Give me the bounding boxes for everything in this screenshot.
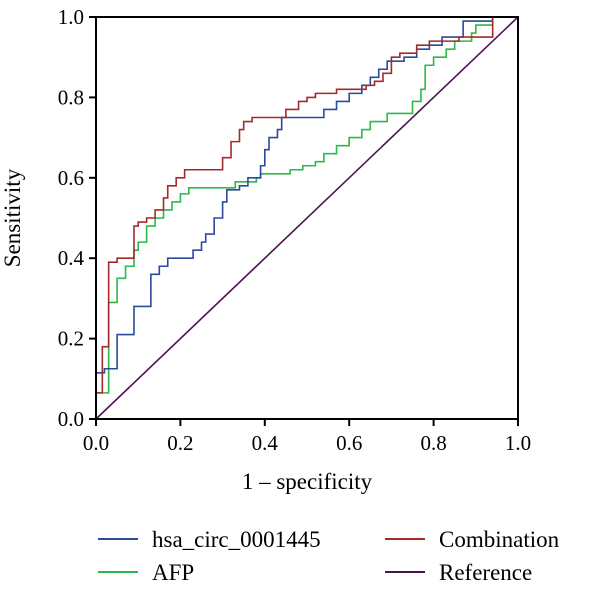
- legend: hsa_circ_0001445 AFP Combination Referen…: [98, 527, 560, 585]
- plot-frame: [95, 16, 519, 420]
- x-tick-label: 0.6: [336, 431, 362, 455]
- legend-label-afp: AFP: [152, 560, 194, 585]
- series-line-reference: [95, 16, 519, 420]
- x-tick-label: 0.2: [167, 431, 193, 455]
- x-axis-ticks: 0.0 0.2 0.4 0.6 0.8 1.0: [83, 419, 531, 455]
- legend-label-combination: Combination: [439, 527, 560, 552]
- series-line-combination: [95, 16, 518, 419]
- x-tick-label: 0.4: [252, 431, 279, 455]
- legend-label-hsa-circ-0001445: hsa_circ_0001445: [152, 527, 321, 552]
- x-tick-label: 0.0: [83, 431, 109, 455]
- y-axis-label: Sensitivity: [0, 168, 25, 267]
- y-tick-label: 0.8: [58, 85, 84, 109]
- series-layer: [95, 16, 519, 420]
- y-tick-label: 0.0: [58, 407, 84, 431]
- x-axis-label: 1 – specificity: [242, 469, 373, 494]
- y-axis-ticks: 0.0 0.2 0.4 0.6 0.8 1.0: [58, 5, 96, 431]
- series-line-hsa-circ-0001445: [95, 16, 518, 419]
- y-tick-label: 1.0: [58, 5, 84, 29]
- series-line-afp: [95, 16, 518, 419]
- y-tick-label: 0.6: [58, 166, 84, 190]
- x-tick-label: 0.8: [420, 431, 446, 455]
- y-tick-label: 0.2: [58, 327, 84, 351]
- x-tick-label: 1.0: [505, 431, 531, 455]
- legend-label-reference: Reference: [439, 560, 532, 585]
- y-tick-label: 0.4: [58, 246, 85, 270]
- plot-area: [95, 16, 519, 420]
